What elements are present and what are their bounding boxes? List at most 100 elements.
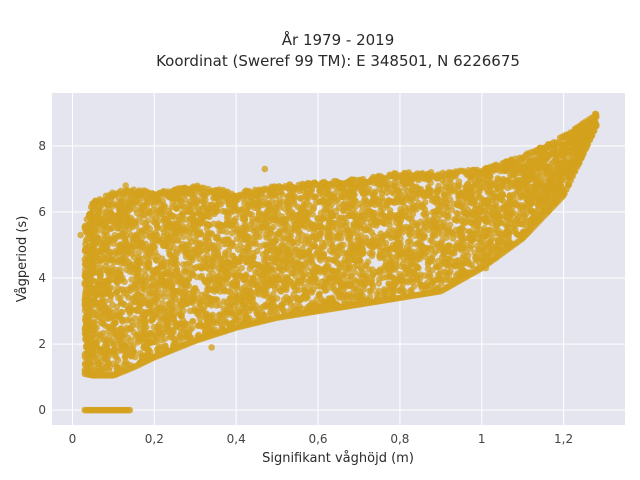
data-point: [401, 179, 409, 187]
data-point: [108, 264, 116, 271]
data-point: [457, 203, 465, 210]
data-point: [421, 223, 429, 231]
data-point: [339, 201, 347, 208]
data-point: [437, 218, 444, 226]
data-point: [438, 231, 446, 239]
data-point: [214, 285, 221, 292]
data-point: [203, 201, 211, 208]
data-point: [435, 226, 443, 234]
data-point: [286, 297, 293, 304]
data-point: [150, 323, 158, 331]
data-point: [444, 184, 451, 192]
data-points: [77, 110, 600, 414]
data-point: [386, 207, 394, 214]
data-point: [100, 278, 108, 285]
data-point: [350, 250, 358, 258]
data-point: [95, 280, 102, 288]
data-point: [467, 183, 475, 191]
data-point: [445, 226, 453, 233]
data-point: [288, 269, 295, 277]
data-point: [320, 251, 328, 259]
data-point: [444, 214, 452, 221]
data-point: [395, 187, 402, 194]
data-point: [270, 243, 278, 250]
data-point: [213, 201, 221, 209]
data-point: [216, 255, 224, 263]
data-point: [231, 272, 238, 279]
data-point: [542, 165, 549, 172]
data-point: [406, 261, 413, 269]
data-point: [275, 248, 283, 256]
data-point: [544, 199, 551, 207]
data-point: [409, 201, 417, 209]
data-point: [446, 242, 453, 249]
data-point: [415, 227, 422, 235]
data-point: [307, 275, 315, 283]
data-point: [352, 286, 360, 293]
data-point: [106, 252, 113, 259]
data-point: [280, 234, 288, 241]
data-point: [387, 283, 394, 291]
data-point: [109, 301, 116, 309]
data-point: [401, 270, 408, 277]
data-point: [344, 265, 351, 272]
data-point: [457, 246, 465, 254]
data-point: [98, 366, 105, 374]
data-point: [255, 265, 262, 272]
data-point: [178, 222, 186, 229]
data-point: [223, 273, 230, 280]
data-point: [255, 290, 263, 298]
data-point: [173, 265, 181, 273]
data-point: [289, 214, 297, 221]
data-point: [442, 194, 449, 202]
data-point: [303, 233, 310, 240]
data-point: [131, 314, 139, 322]
data-point: [255, 202, 263, 210]
data-point: [114, 356, 122, 364]
data-point: [290, 261, 297, 269]
data-point: [314, 215, 322, 223]
data-point: [182, 216, 190, 223]
data-point: [479, 178, 487, 186]
data-point: [347, 272, 354, 280]
data-point: [400, 287, 408, 295]
data-point: [321, 287, 329, 294]
data-point: [203, 246, 211, 253]
data-point: [536, 198, 543, 206]
data-point: [151, 237, 159, 244]
data-point: [120, 361, 128, 369]
data-point: [278, 302, 286, 310]
data-point: [245, 240, 253, 247]
data-point: [406, 178, 414, 186]
data-point: [463, 195, 471, 203]
data-point: [514, 183, 521, 191]
data-point: [126, 342, 134, 349]
data-point: [266, 206, 274, 214]
data-point: [389, 226, 397, 234]
data-point: [285, 238, 293, 246]
data-point: [165, 271, 172, 278]
data-point: [198, 291, 205, 299]
data-point: [368, 252, 376, 260]
data-point: [155, 323, 163, 331]
data-point: [118, 327, 125, 335]
data-point: [441, 199, 449, 207]
data-point: [412, 183, 420, 190]
data-point: [447, 179, 454, 187]
data-point: [523, 196, 531, 204]
data-point: [120, 203, 128, 211]
data-point: [286, 255, 294, 263]
data-point: [101, 303, 109, 311]
data-point: [178, 321, 186, 328]
data-point: [443, 248, 450, 256]
data-point: [534, 178, 542, 185]
data-point: [397, 250, 405, 258]
data-point: [352, 276, 359, 284]
data-point: [254, 247, 261, 255]
data-point: [274, 283, 282, 291]
data-point: [463, 209, 471, 217]
data-point: [90, 266, 98, 273]
data-point: [118, 259, 125, 267]
data-point: [339, 214, 347, 222]
